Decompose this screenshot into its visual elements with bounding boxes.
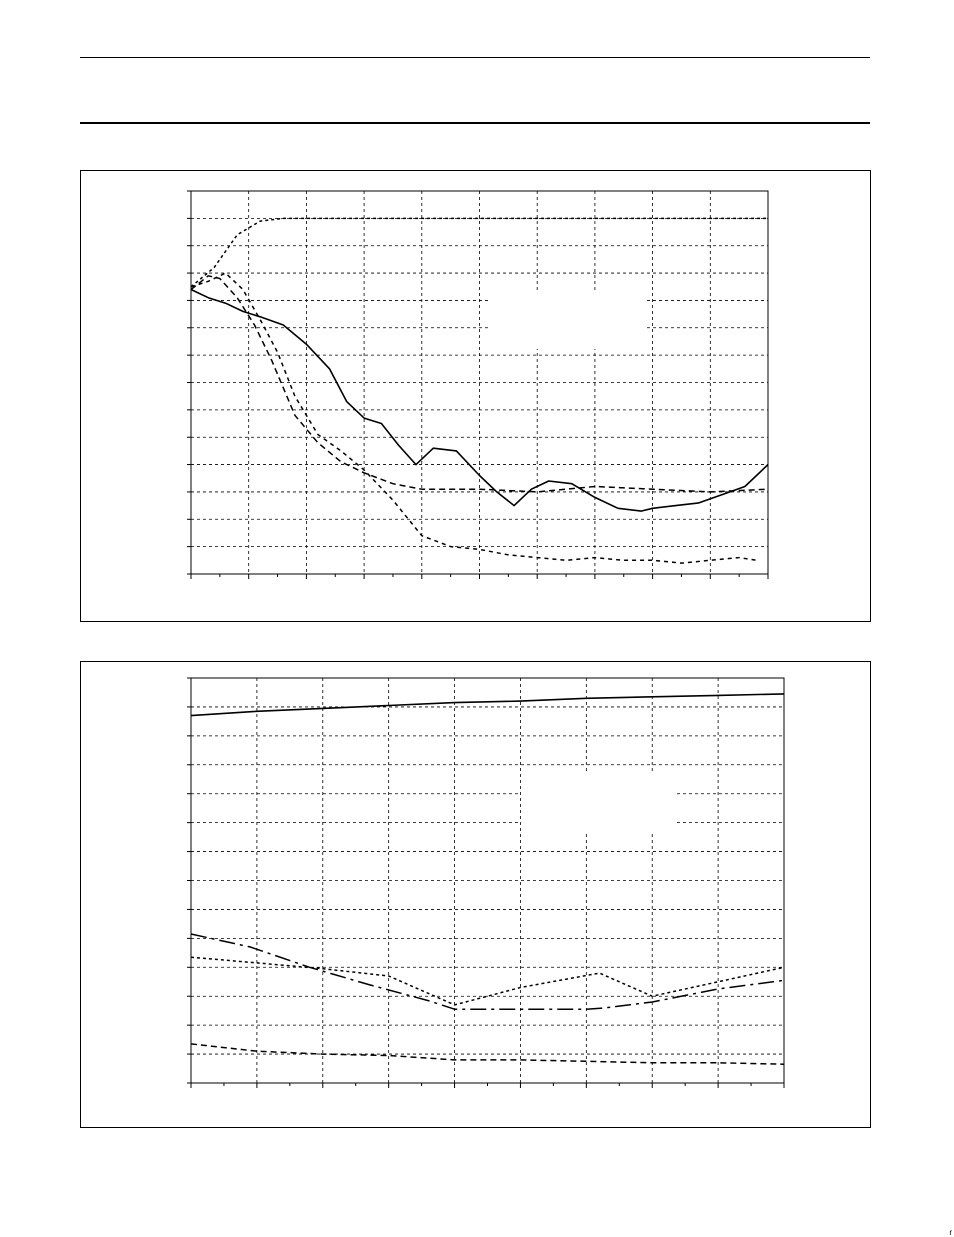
chart-panel-2 [80, 661, 871, 1128]
chart-panel-1 [80, 170, 871, 622]
series-line-1 [190, 693, 785, 717]
series-line-3 [190, 275, 769, 493]
series-line-4 [190, 1043, 785, 1065]
header-rule-thick [80, 122, 870, 124]
series-line-2 [190, 288, 769, 512]
line-chart-2 [187, 677, 785, 1088]
series-line-3 [190, 956, 785, 1006]
header-rule-thin [80, 57, 870, 58]
legend-area-2 [521, 772, 676, 834]
line-chart-1 [187, 190, 769, 579]
legend-area-1 [491, 291, 646, 349]
series-line-4 [190, 272, 757, 564]
page-corner-mark: r [949, 1228, 952, 1237]
series-line-1 [190, 217, 768, 288]
series-line-2 [190, 933, 785, 1010]
